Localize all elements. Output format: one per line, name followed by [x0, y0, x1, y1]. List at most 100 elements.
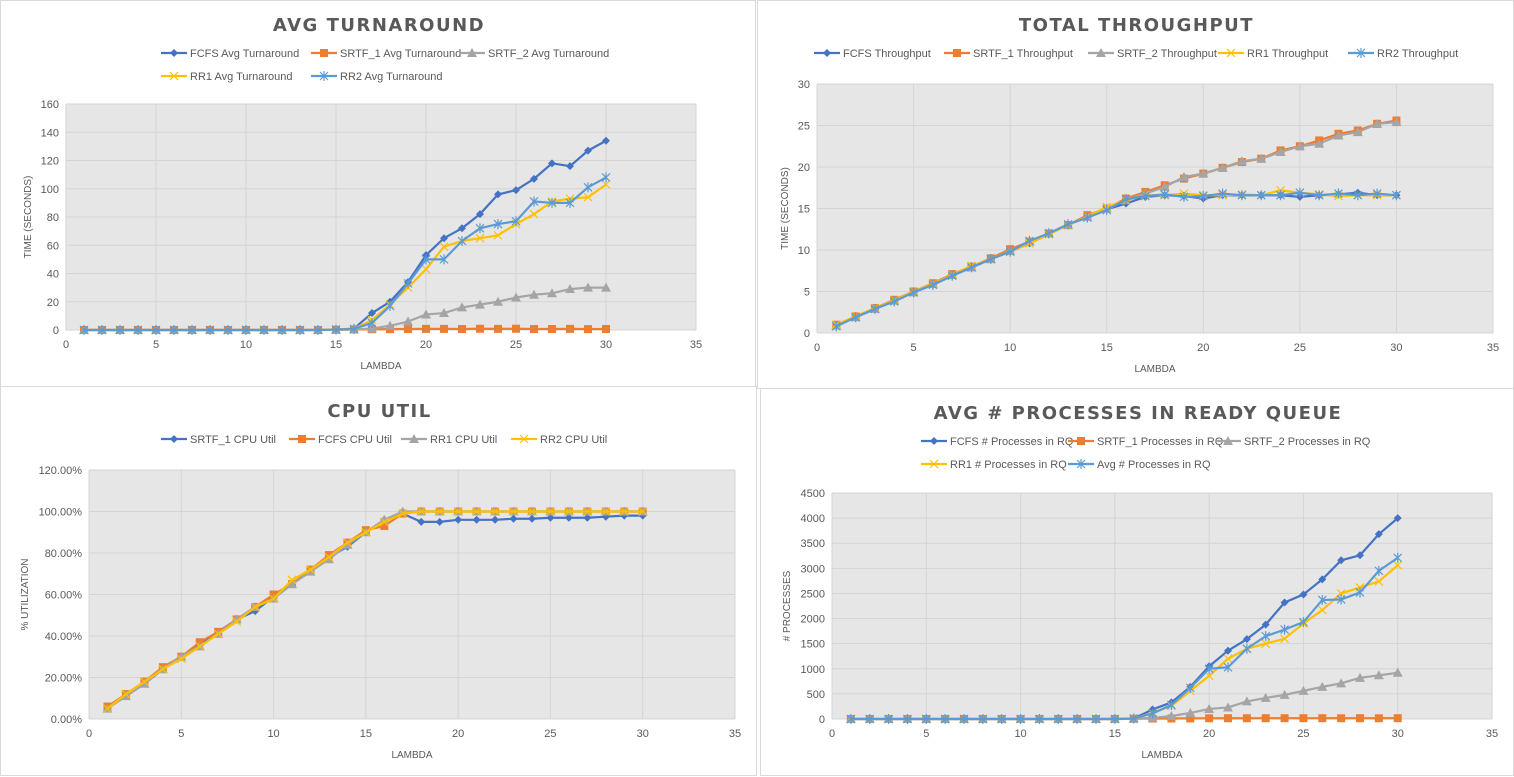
data-point	[176, 654, 186, 664]
data-point	[457, 302, 467, 312]
data-point	[1204, 663, 1214, 674]
data-point	[909, 287, 918, 298]
data-point	[1336, 594, 1346, 605]
data-point	[1336, 678, 1347, 688]
data-point	[1242, 714, 1251, 723]
data-point	[1121, 194, 1131, 205]
data-point	[1372, 188, 1382, 199]
data-point	[439, 254, 449, 265]
data-point	[1185, 682, 1195, 693]
data-point	[1236, 156, 1247, 166]
x-tick-label: 30	[600, 339, 612, 351]
data-point	[601, 180, 611, 189]
legend-item: FCFS # Processes in RQ	[921, 436, 1074, 448]
data-point	[583, 192, 593, 202]
y-tick-label: 20.00%	[45, 673, 83, 685]
data-point	[1280, 624, 1289, 635]
data-point	[1372, 118, 1383, 128]
x-tick-label: 0	[86, 728, 92, 740]
data-point	[884, 714, 893, 724]
data-point	[1053, 714, 1063, 724]
series-line	[106, 510, 643, 710]
legend-item: RR2 CPU Util	[511, 434, 607, 446]
data-point	[1204, 703, 1215, 713]
data-point	[324, 552, 334, 562]
legend-label: Avg # Processes in RQ	[1097, 459, 1211, 471]
data-point	[440, 324, 448, 333]
y-tick-label: 20	[47, 297, 59, 309]
data-point	[1299, 714, 1308, 723]
y-tick-label: 60.00%	[45, 590, 83, 602]
x-tick-label: 35	[1487, 342, 1499, 354]
legend-item: SRTF_1 Throughput	[944, 48, 1073, 60]
data-point	[1280, 634, 1289, 644]
data-point	[1260, 692, 1271, 702]
data-point	[295, 325, 305, 335]
data-point	[1242, 643, 1252, 654]
data-point	[422, 324, 430, 333]
legend-label: FCFS Avg Turnaround	[190, 48, 299, 60]
chart-title: TOTAL THROUGHPUT	[1019, 15, 1254, 36]
x-tick-label: 20	[452, 728, 464, 740]
data-point	[1167, 699, 1176, 710]
y-axis-label: TIME (SECONDS)	[23, 176, 34, 259]
data-point	[457, 236, 467, 247]
data-point	[1298, 685, 1309, 695]
legend-marker-icon	[409, 434, 419, 443]
legend-label: RR1 # Processes in RQ	[950, 459, 1067, 471]
data-point	[151, 325, 161, 335]
data-point	[1178, 171, 1189, 181]
y-tick-label: 100.00%	[39, 507, 83, 519]
y-tick-label: 0	[819, 714, 825, 726]
chart-panel-cpuutil: CPU UTIL SRTF_1 CPU Util FCFS CPU Util RR1 …	[0, 386, 757, 776]
data-point	[1299, 617, 1308, 628]
y-axis-label: # PROCESSES	[782, 570, 793, 641]
legend-label: RR1 CPU Util	[430, 434, 497, 446]
data-point	[1393, 514, 1402, 523]
y-tick-label: 30	[798, 79, 810, 91]
data-point	[1352, 127, 1363, 137]
data-point	[638, 507, 648, 516]
data-point	[1082, 212, 1092, 223]
data-point	[846, 714, 856, 724]
legend-item: SRTF_1 Processes in RQ	[1068, 436, 1224, 448]
data-point	[1333, 130, 1344, 140]
y-tick-label: 4000	[801, 513, 825, 525]
x-tick-label: 5	[911, 342, 917, 354]
data-point	[1355, 672, 1365, 682]
data-point	[421, 309, 431, 319]
data-point	[1391, 117, 1402, 127]
data-point	[601, 282, 611, 292]
data-point	[1035, 714, 1044, 724]
data-point	[475, 299, 485, 309]
legend-item: SRTF_2 Processes in RQ	[1215, 436, 1371, 448]
data-point	[1204, 671, 1214, 681]
legend-marker-icon	[1076, 459, 1086, 469]
data-point	[417, 517, 426, 526]
data-point	[454, 515, 463, 524]
data-point	[564, 507, 574, 516]
data-point	[583, 513, 592, 522]
legend-item: RR1 # Processes in RQ	[921, 459, 1067, 471]
data-point	[1275, 147, 1286, 157]
data-point	[439, 242, 449, 252]
legend-item: RR2 Throughput	[1348, 48, 1458, 60]
data-point	[527, 514, 536, 523]
data-point	[870, 303, 880, 314]
data-point	[1256, 190, 1266, 201]
x-tick-label: 0	[63, 339, 69, 351]
data-point	[1044, 228, 1054, 239]
data-point	[601, 172, 611, 183]
data-point	[1198, 191, 1208, 202]
x-tick-label: 35	[690, 339, 702, 351]
data-point	[367, 323, 377, 333]
y-tick-label: 500	[807, 689, 825, 701]
legend-item: FCFS Throughput	[814, 48, 931, 60]
x-tick-label: 10	[1014, 728, 1026, 740]
y-tick-label: 0	[804, 328, 810, 340]
data-point	[547, 288, 557, 298]
x-tick-label: 35	[729, 728, 741, 740]
data-point	[565, 284, 575, 294]
series-rr2-cpu-util	[103, 507, 648, 714]
data-point	[1223, 662, 1233, 673]
